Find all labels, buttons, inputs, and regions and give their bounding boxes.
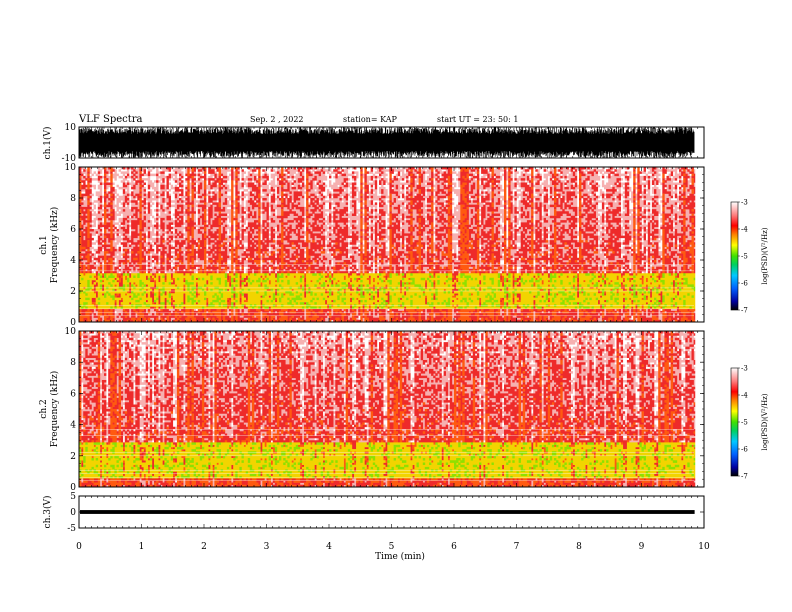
cb2-tick-label: -5: [741, 419, 748, 427]
ch3-ylabel: ch.3(V): [42, 496, 53, 529]
spec1-ylabel-channel: ch.1: [39, 235, 49, 254]
cb2-tick-label: -3: [741, 365, 748, 373]
x-tick-label: 8: [576, 542, 582, 552]
cb2-tick-label: -6: [741, 446, 748, 454]
spec1-tick-label: 4: [70, 256, 76, 266]
spec2-high-power: [79, 331, 705, 488]
cb1-label: log(PSD)(V²/Hz): [761, 227, 769, 284]
x-tick-label: 7: [514, 542, 520, 552]
spec2-tick-label: 6: [70, 389, 76, 399]
cb1-bar: [730, 201, 739, 311]
spec2-peak-power: [79, 442, 705, 479]
spec1-tick-label: 2: [70, 287, 76, 297]
cb1-tick-label: -6: [741, 280, 748, 288]
cb1-tick-label: -5: [741, 253, 748, 261]
x-tick-label: 4: [326, 542, 332, 552]
cb2-label: log(PSD)(V²/Hz): [761, 393, 769, 450]
station-label: station= KAP: [343, 115, 398, 124]
xaxis-label: Time (min): [375, 551, 425, 562]
ch1-tick-label: 10: [65, 123, 77, 133]
spec1-low-power: [81, 167, 705, 323]
ch3-waveform-panel: 5 0 -5: [67, 492, 705, 534]
spec2-ylabel-frequency: Frequency (kHz): [49, 371, 60, 448]
cb1-tick-label: -3: [741, 199, 748, 207]
spec2-tick-label: 10: [65, 327, 77, 337]
x-tick-label: 2: [201, 542, 207, 552]
x-tick-label: 9: [639, 542, 645, 552]
time-axis: 0 1 2 3 4 5 6 7 8 9 10: [76, 542, 710, 552]
ch1-colorbar: -3 -4 -5 -6 -7 log(PSD)(V²/Hz): [730, 199, 769, 315]
ch2-colorbar: -3 -4 -5 -6 -7 log(PSD)(V²/Hz): [730, 365, 769, 481]
ch3-trace: [80, 510, 695, 514]
ch1-spectrogram-panel: 0 2 4 6 8 10: [65, 163, 705, 328]
ch3-tick-label: 0: [70, 508, 76, 518]
spec1-tick-label: 8: [70, 194, 76, 204]
spec1-high-power: [79, 167, 705, 323]
cb2-tick-label: -7: [741, 473, 748, 481]
spec1-tick-label: 6: [70, 225, 76, 235]
x-tick-label: 5: [389, 542, 395, 552]
spec1-ylabel-frequency: Frequency (kHz): [49, 207, 60, 284]
spec2-tick-label: 8: [70, 358, 76, 368]
cb2-bar: [730, 367, 739, 477]
spec2-no-data: [695, 331, 704, 487]
spec2-ylabel-channel: ch.2: [39, 399, 49, 418]
x-tick-label: 3: [264, 542, 270, 552]
cb2-tick-label: -4: [741, 392, 748, 400]
spec1-no-data: [695, 167, 704, 322]
ch3-tick-label: 5: [70, 492, 76, 502]
spec2-tick-label: 2: [70, 452, 76, 462]
ch3-tick-label: -5: [67, 524, 76, 534]
spec1-tick-label: 0: [70, 318, 76, 328]
x-tick-label: 1: [139, 542, 145, 552]
x-tick-label: 10: [698, 542, 710, 552]
cb1-tick-label: -7: [741, 307, 748, 315]
ch1-trace: [78, 127, 695, 158]
ch2-spectrogram-panel: 0 2 4 6 8 10: [65, 327, 705, 493]
ch1-tick-label: -10: [62, 154, 77, 164]
spec2-tick-label: 0: [70, 483, 76, 493]
spec2-tick-label: 4: [70, 421, 76, 431]
x-tick-label: 6: [451, 542, 457, 552]
x-tick-label: 0: [76, 542, 82, 552]
figure-title: VLF Spectra: [78, 114, 143, 125]
start-time-label: start UT = 23: 50: 1: [437, 115, 518, 124]
ch1-waveform-panel: 10 -10: [62, 123, 705, 164]
date-label: Sep. 2 , 2022: [250, 115, 304, 124]
cb1-tick-label: -4: [741, 226, 748, 234]
ch1-ylabel: ch.1(V): [42, 127, 53, 160]
spec1-tick-label: 10: [65, 163, 77, 173]
